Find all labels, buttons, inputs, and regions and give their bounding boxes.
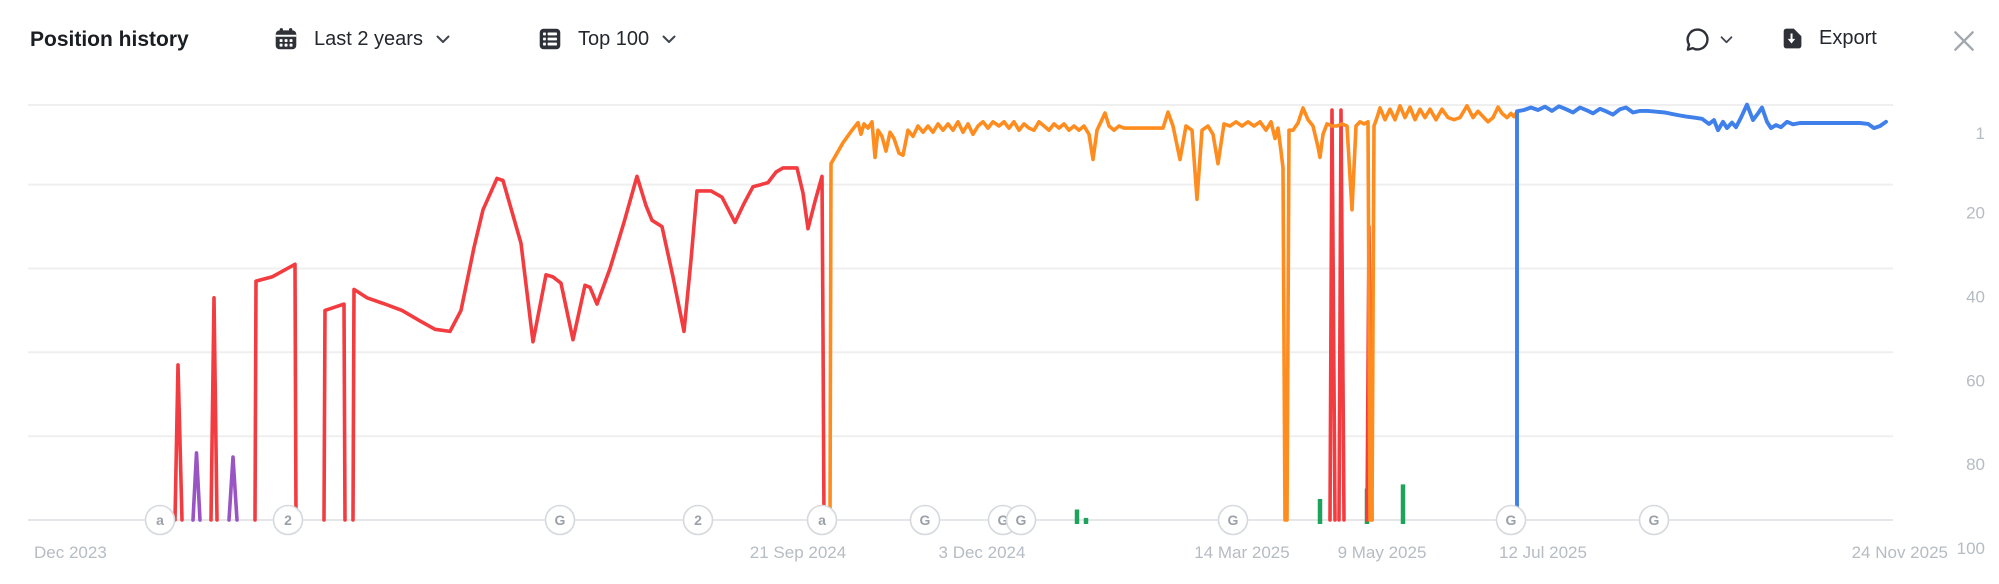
chevron-down-icon: [1720, 35, 1733, 44]
chevron-down-icon: [436, 34, 450, 44]
annotation-badge-label: G: [998, 512, 1009, 528]
annotation-badge[interactable]: [1217, 504, 1249, 536]
annotation-badge[interactable]: [1638, 504, 1670, 536]
export-button[interactable]: Export: [1779, 26, 1890, 51]
export-download-icon: [1779, 26, 1804, 51]
annotation-badge[interactable]: [544, 504, 576, 536]
x-axis-label: Dec 2023: [34, 543, 107, 562]
notes-dropdown[interactable]: [1684, 26, 1733, 53]
date-range-dropdown[interactable]: Last 2 years: [273, 26, 450, 52]
calendar-icon: [273, 26, 299, 52]
annotation-badge-label: a: [156, 512, 164, 528]
annotation-badge-label: a: [818, 512, 826, 528]
red-series-line: [173, 363, 184, 522]
y-axis-label: 1: [1976, 124, 1985, 143]
annotation-badge[interactable]: [1005, 504, 1037, 536]
red-series-line: [1328, 108, 1337, 522]
red-series-line: [253, 262, 298, 522]
x-axis-label: 21 Sep 2024: [750, 543, 846, 562]
table-icon: [537, 26, 563, 52]
close-icon[interactable]: [1951, 28, 1977, 59]
annotation-badge-label: G: [1016, 512, 1027, 528]
annotation-badge[interactable]: [682, 504, 714, 536]
annotation-badge-label: G: [1506, 512, 1517, 528]
date-range-label: Last 2 years: [314, 27, 423, 50]
annotation-badge-label: 2: [694, 512, 702, 528]
y-axis-label: 40: [1966, 288, 1985, 307]
annotation-badge-label: G: [555, 512, 566, 528]
annotation-badge[interactable]: [1495, 504, 1527, 536]
red-series-line: [322, 302, 347, 522]
annotation-badge[interactable]: [144, 504, 176, 536]
annotation-badge[interactable]: [806, 504, 838, 536]
y-axis-label: 60: [1966, 371, 1985, 390]
x-axis-label: 14 Mar 2025: [1194, 543, 1289, 562]
y-axis-label: 20: [1966, 204, 1985, 223]
chevron-down-icon: [662, 34, 676, 44]
chat-bubble-icon: [1684, 26, 1711, 53]
annotation-badge[interactable]: [909, 504, 941, 536]
red-series-line: [209, 295, 219, 522]
annotation-badge-label: 2: [284, 512, 292, 528]
page-title: Position history: [30, 28, 189, 51]
annotation-badge[interactable]: [272, 504, 304, 536]
x-axis-label: 24 Nov 2025: [1852, 543, 1948, 562]
red-series-line: [1337, 108, 1346, 522]
top-filter-label: Top 100: [578, 27, 650, 50]
y-axis-label: 80: [1966, 455, 1985, 474]
orange-series-line: [828, 104, 1518, 522]
top-filter-dropdown[interactable]: Top 100: [537, 26, 676, 52]
annotation-badge-label: G: [1228, 512, 1239, 528]
export-label: Export: [1819, 27, 1877, 49]
purple-series-line: [227, 455, 239, 522]
x-axis-label: 12 Jul 2025: [1499, 543, 1587, 562]
red-series-line: [351, 166, 826, 522]
blue-series-line: [1515, 102, 1888, 522]
y-axis-label: 100: [1957, 539, 1985, 558]
x-axis-label: 3 Dec 2024: [939, 543, 1026, 562]
x-axis-label: 9 May 2025: [1338, 543, 1427, 562]
annotation-badge-label: G: [1649, 512, 1660, 528]
annotation-badge-label: G: [920, 512, 931, 528]
purple-series-line: [191, 451, 202, 522]
